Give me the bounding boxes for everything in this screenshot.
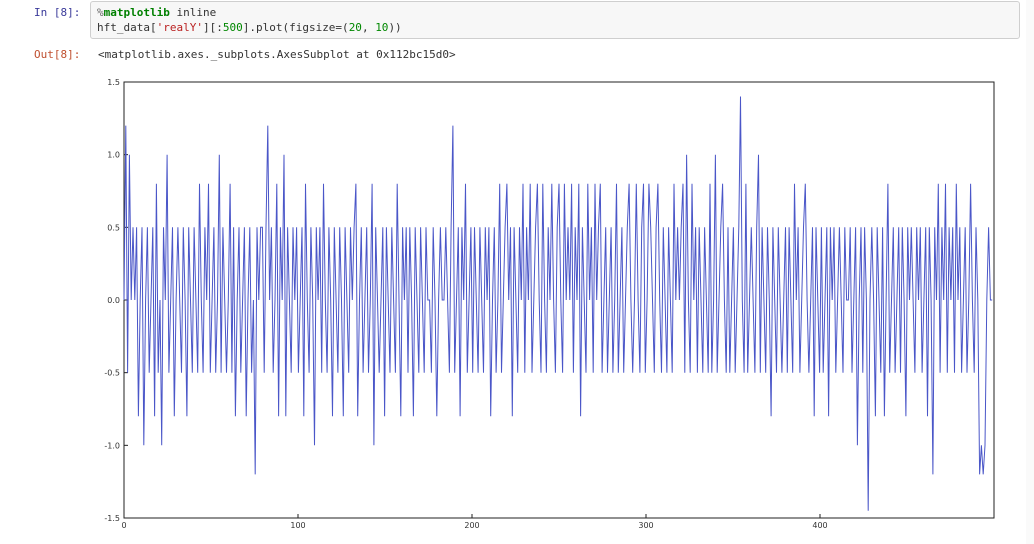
y-tick-label: 0.5 xyxy=(107,223,120,232)
series-line xyxy=(123,96,993,511)
x-tick-label: 400 xyxy=(812,521,827,530)
y-axis: 1.5 1.0 0.5 0.0 -0.5 -1.0 -1.5 xyxy=(104,78,128,523)
x-tick-label: 200 xyxy=(464,521,479,530)
y-tick-label: 1.0 xyxy=(107,151,120,160)
x-tick-label: 100 xyxy=(290,521,305,530)
y-tick-label: -1.5 xyxy=(104,514,120,523)
plot-area xyxy=(123,81,995,519)
code-input-cell[interactable]: %matplotlib inline hft_data['realY'][:50… xyxy=(90,1,1020,39)
code-line-2: hft_data['realY'][:500].plot(figsize=(20… xyxy=(97,21,402,34)
y-tick-label: 0.0 xyxy=(107,296,120,305)
scrollbar[interactable] xyxy=(1026,0,1034,544)
y-tick-label: -1.0 xyxy=(104,441,120,450)
input-prompt: In [8]: xyxy=(34,6,81,19)
output-prompt: Out[8]: xyxy=(34,48,81,61)
x-tick-label: 300 xyxy=(638,521,653,530)
x-tick-label: 0 xyxy=(121,521,126,530)
y-tick-label: -0.5 xyxy=(104,369,120,378)
output-text: <matplotlib.axes._subplots.AxesSubplot a… xyxy=(98,48,456,61)
code-line-1: %matplotlib inline xyxy=(97,6,217,19)
y-tick-label: 1.5 xyxy=(107,78,120,87)
x-axis: 0 100 200 300 400 xyxy=(121,514,828,530)
